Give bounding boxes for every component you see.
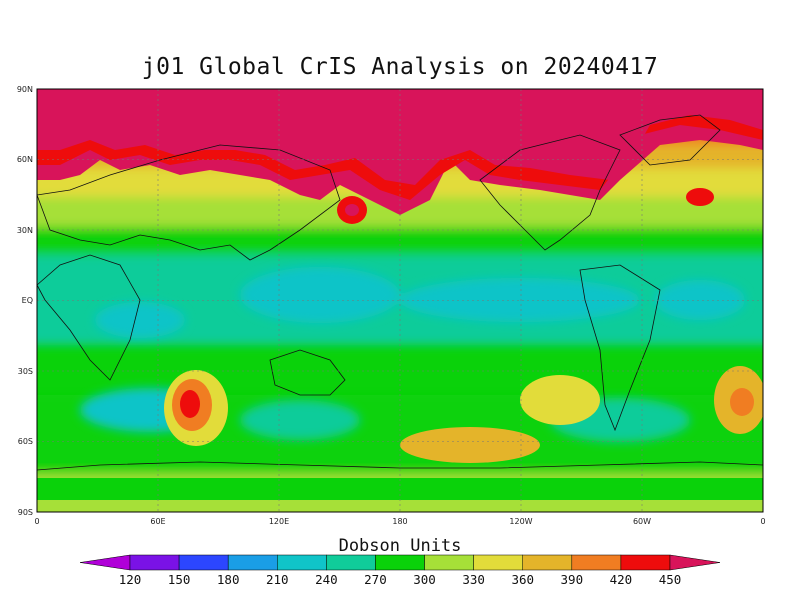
chart-title: j01 Global CrIS Analysis on 20240417: [141, 54, 659, 80]
colorbar-low-arrow: [79, 554, 131, 571]
lat-tick-label: 30N: [17, 226, 33, 235]
colorbar-label: 210: [266, 572, 289, 587]
colorbar-label: 120: [119, 572, 142, 587]
colorbar-swatch: [326, 554, 376, 571]
colorbar-swatch: [277, 554, 327, 571]
lat-tick-label: 90S: [18, 508, 33, 517]
colorbar-swatch: [178, 554, 229, 571]
colorbar-swatch: [227, 554, 278, 571]
map-frame: [36, 88, 764, 513]
colorbar-swatch: [375, 554, 425, 571]
graticule: [37, 89, 763, 512]
colorbar-title: Dobson Units: [338, 536, 462, 556]
colorbar-label: 300: [413, 572, 436, 587]
colorbar-swatch: [571, 554, 622, 571]
lon-tick-label: 120W: [509, 517, 532, 526]
colorbar-swatch: [473, 554, 523, 571]
lat-tick-label: 90N: [17, 85, 33, 94]
colorbar: 120 150 180 210 240 270 300 330 360 390 420 450: [79, 554, 721, 587]
lon-tick-label: 0: [760, 517, 765, 526]
lon-tick-label: 180: [392, 517, 407, 526]
colorbar-label: 390: [561, 572, 584, 587]
colorbar-label: 360: [511, 572, 534, 587]
lon-tick-label: 120E: [269, 517, 289, 526]
colorbar-label: 420: [610, 572, 633, 587]
colorbar-label: 180: [217, 572, 240, 587]
colorbar-high-arrow: [669, 554, 721, 571]
colorbar-label: 240: [315, 572, 338, 587]
lon-tick-label: 60W: [633, 517, 651, 526]
colorbar-swatch: [620, 554, 671, 571]
lon-tick-label: 0: [34, 517, 39, 526]
lat-tick-label: 60S: [18, 437, 33, 446]
colorbar-swatch: [129, 554, 180, 571]
colorbar-label: 450: [659, 572, 682, 587]
lon-tick-label: 60E: [150, 517, 165, 526]
colorbar-swatch: [424, 554, 474, 571]
colorbar-label: 330: [462, 572, 485, 587]
coastlines: [37, 114, 763, 471]
colorbar-swatch: [522, 554, 573, 571]
colorbar-label: 270: [364, 572, 387, 587]
lat-tick-label: 30S: [18, 367, 33, 376]
lat-tick-label: 60N: [17, 155, 33, 164]
colorbar-label: 150: [168, 572, 191, 587]
lon-axis: 0 60E 120E 180 120W 60W 0: [34, 517, 765, 526]
lat-tick-label: EQ: [22, 296, 33, 305]
lat-axis: 90N 60N 30N EQ 30S 60S 90S: [17, 85, 33, 517]
